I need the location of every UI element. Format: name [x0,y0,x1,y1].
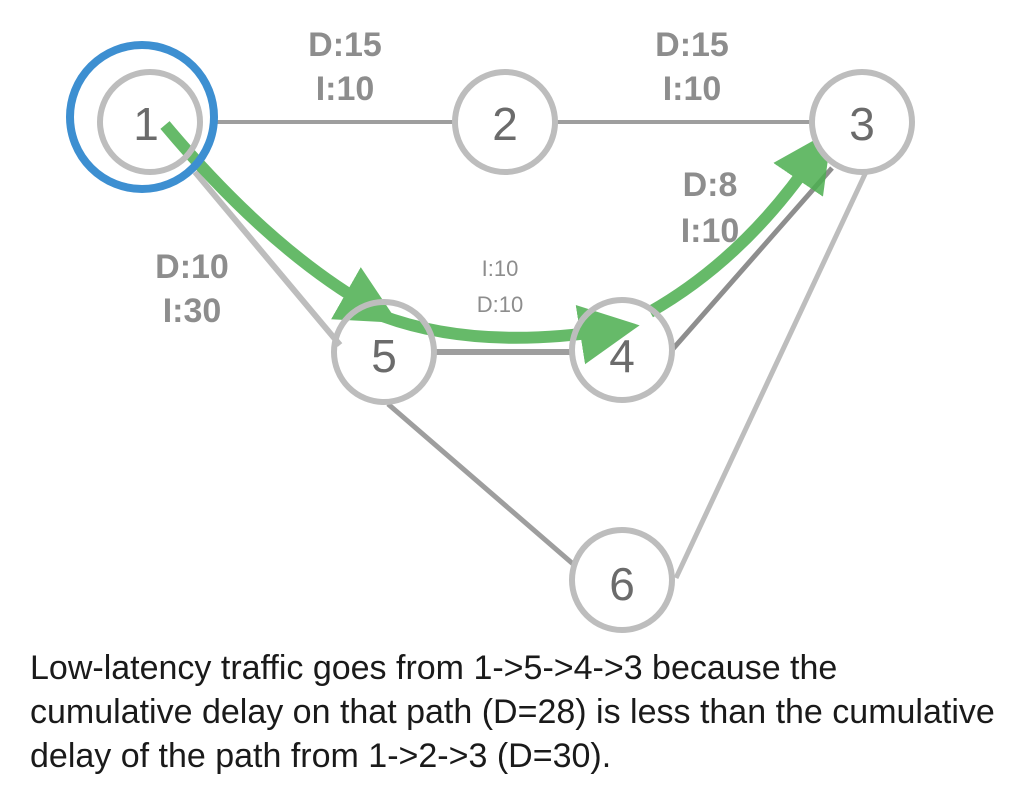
node-3-label: 3 [849,98,875,150]
edge-1-5-delay-label: D:10 [155,248,229,286]
edge-4-3-delay-label: D:8 [683,166,738,204]
edge-1-2-igp-label: I:10 [316,70,375,108]
caption-text: Low-latency traffic goes from 1->5->4->3… [30,646,1000,778]
edge-1-2-delay-label: D:15 [308,26,382,64]
node-6-label: 6 [609,558,635,610]
node-4-label: 4 [609,330,635,382]
edges [195,122,866,578]
node-5-label: 5 [371,330,397,382]
edge-5-4-igp-label: I:10 [482,256,519,281]
node-1-label: 1 [133,98,159,150]
edge-1-5-igp-label: I:30 [163,292,222,330]
edge-5-6 [388,404,580,570]
edge-4-3-igp-label: I:10 [681,212,740,250]
edge-5-4-delay-label: D:10 [477,292,523,317]
edge-2-3-igp-label: I:10 [663,70,722,108]
edge-2-3-delay-label: D:15 [655,26,729,64]
network-diagram: 1 2 3 4 5 6 D:15 I:10 D:15 I:10 D:10 I:3… [0,0,1012,640]
node-2-label: 2 [492,98,518,150]
edge-labels: D:15 I:10 D:15 I:10 D:10 I:30 I:10 D:10 … [155,26,739,330]
